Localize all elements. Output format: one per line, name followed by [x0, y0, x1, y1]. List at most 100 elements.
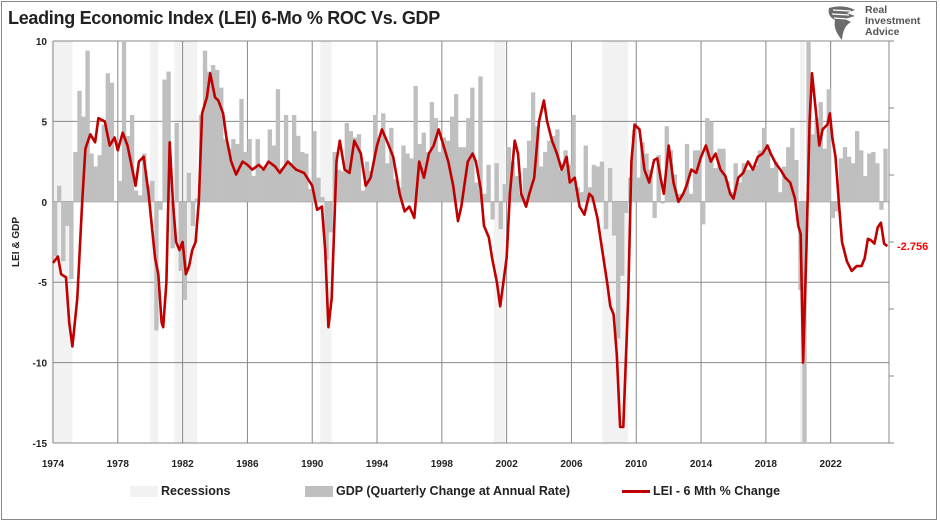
y-tick-label: -5 — [38, 278, 47, 289]
gdp-bar — [680, 193, 686, 202]
gdp-bar — [676, 193, 682, 202]
logo: Real Investment Advice — [825, 4, 935, 40]
x-tick-label: 1982 — [171, 459, 194, 470]
gdp-bar — [263, 166, 268, 202]
gdp-bar — [401, 145, 406, 202]
gdp-bar — [85, 50, 90, 202]
gdp-bar — [142, 153, 147, 202]
gdp-bar — [449, 116, 455, 202]
gdp-bar — [854, 131, 860, 202]
gdp-bar — [741, 163, 746, 202]
gdp-bar — [77, 90, 82, 202]
gdp-bar — [429, 102, 435, 202]
gdp-bar — [838, 158, 844, 202]
gdp-bar — [551, 135, 556, 202]
gdp-bar — [773, 161, 779, 202]
x-tick-label: 2014 — [690, 459, 713, 470]
gdp-bar — [640, 142, 645, 202]
gdp-bar — [583, 145, 588, 202]
gdp-bar — [243, 151, 248, 202]
gdp-bar — [818, 102, 823, 202]
y-tick-label: 0 — [41, 198, 47, 209]
x-tick-label: 1990 — [301, 459, 324, 470]
gdp-bar — [53, 201, 58, 257]
gdp-bar — [510, 161, 516, 202]
gdp-bar — [632, 129, 637, 202]
gdp-bar — [506, 147, 511, 202]
last-value-label: -2.756 — [897, 241, 928, 253]
gdp-bar — [522, 168, 528, 202]
x-tick-label: 1994 — [366, 459, 389, 470]
gdp-bar — [668, 150, 674, 202]
gdp-bar — [279, 168, 285, 202]
x-tick-label: 2002 — [496, 459, 519, 470]
gdp-bar — [332, 151, 337, 202]
gdp-bar — [761, 127, 767, 202]
gdp-bar — [413, 86, 418, 202]
gdp-bar — [822, 148, 827, 202]
gdp-bar — [170, 201, 175, 249]
gdp-bar — [287, 163, 293, 202]
gdp-bar — [134, 190, 139, 202]
gdp-bar — [810, 134, 815, 202]
gdp-bar — [547, 140, 552, 202]
gdp-bar — [344, 123, 349, 202]
gdp-bar — [271, 145, 277, 202]
gdp-bar — [591, 164, 597, 202]
eagle-head-icon — [828, 6, 855, 40]
gdp-bar — [470, 87, 475, 202]
gdp-bar — [259, 169, 264, 202]
gdp-bar — [93, 166, 98, 202]
gdp-bar — [275, 89, 281, 202]
gdp-bar — [518, 193, 524, 202]
gdp-bar — [863, 176, 868, 202]
gdp-bar — [255, 139, 260, 202]
gdp-bar — [437, 151, 443, 202]
gdp-bar — [57, 185, 62, 202]
gdp-bar — [701, 201, 706, 225]
gdp-bar — [713, 168, 718, 202]
gdp-bar — [867, 153, 872, 202]
gdp-bar — [117, 180, 123, 202]
gdp-bar — [846, 156, 852, 202]
gdp-bar — [296, 135, 301, 202]
gdp-bar — [490, 201, 495, 220]
gdp-bar — [417, 143, 422, 202]
gdp-bar — [186, 172, 192, 202]
gdp-bar — [441, 137, 447, 202]
gdp-bar — [385, 163, 390, 202]
gdp-bar — [530, 92, 536, 202]
gdp-bar — [526, 140, 532, 202]
gdp-bar — [352, 137, 358, 202]
gdp-bar — [871, 151, 876, 202]
gdp-bar — [312, 131, 317, 202]
gdp-bar — [405, 153, 410, 202]
gdp-bar — [652, 201, 657, 218]
gdp-bar — [782, 166, 787, 202]
gdp-bar — [340, 171, 345, 202]
y-tick-label: -10 — [33, 359, 48, 370]
legend-swatch-gdp — [305, 485, 333, 497]
gdp-bar — [421, 132, 426, 202]
legend: Recessions GDP (Quarterly Change at Annu… — [0, 484, 940, 502]
gdp-bar — [219, 87, 224, 202]
gdp-bar — [210, 65, 216, 202]
gdp-bar — [328, 201, 333, 233]
gdp-bar — [757, 150, 763, 202]
gdp-bar — [875, 163, 880, 202]
y-tick-label: 10 — [36, 37, 48, 48]
gdp-bar — [247, 139, 252, 202]
x-tick-label: 1974 — [42, 459, 65, 470]
gdp-bar — [539, 166, 544, 202]
gdp-bar — [356, 134, 362, 202]
gdp-bar — [368, 171, 374, 202]
gdp-bar — [697, 150, 702, 202]
gdp-bar — [174, 123, 179, 202]
gdp-bar — [765, 148, 771, 202]
gdp-bar — [498, 201, 503, 230]
legend-swatch-lei — [622, 489, 650, 493]
gdp-bar — [320, 196, 325, 202]
x-tick-label: 2006 — [560, 459, 583, 470]
gdp-bar — [745, 169, 750, 202]
gdp-bar — [502, 184, 507, 202]
